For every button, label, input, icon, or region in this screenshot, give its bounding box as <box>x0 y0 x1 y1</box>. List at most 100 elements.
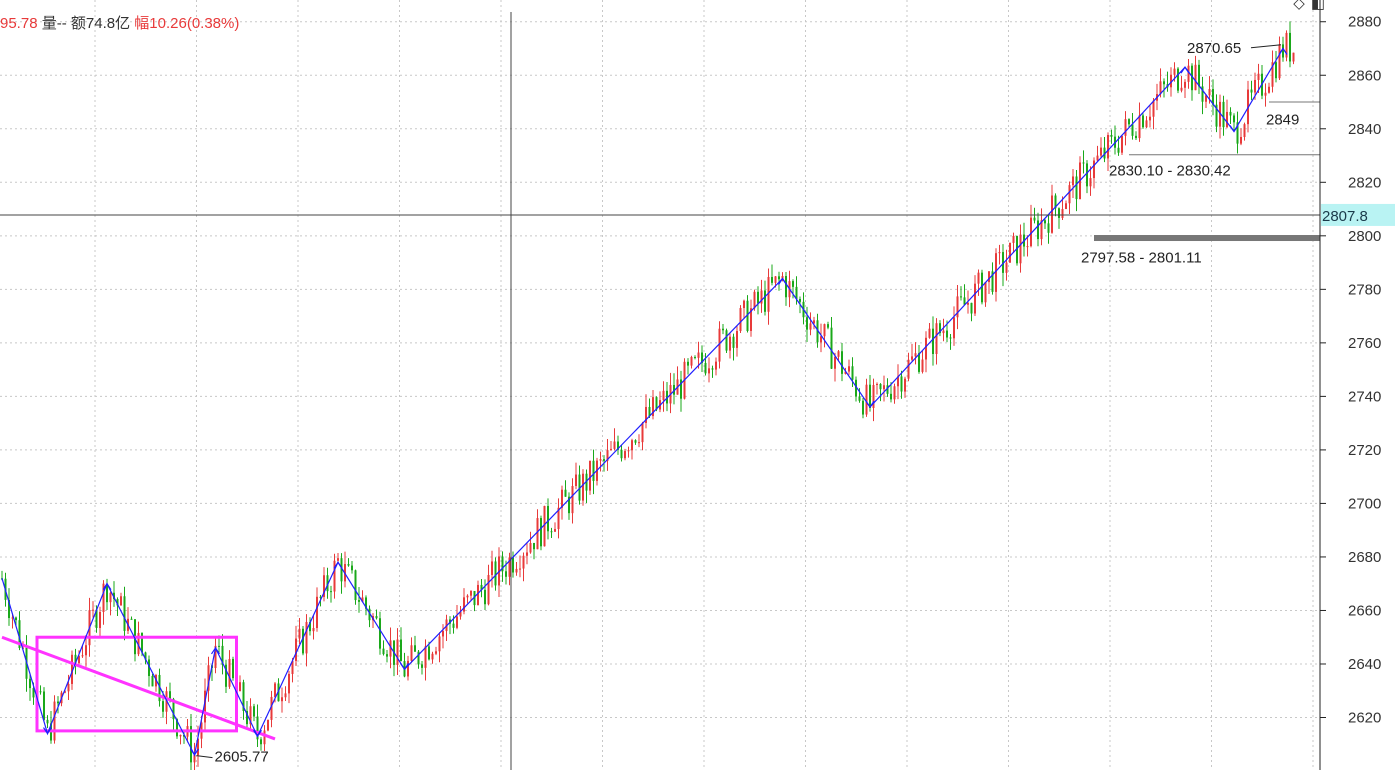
candle-body <box>214 645 217 669</box>
candle-body <box>946 330 948 338</box>
candle <box>1184 79 1186 99</box>
wave-arrow-marker <box>43 727 52 735</box>
wave-arrow-marker <box>1229 125 1239 133</box>
candle <box>232 656 234 681</box>
candle-body <box>340 558 343 582</box>
candle <box>1033 207 1036 224</box>
candle <box>970 302 973 322</box>
candle <box>617 435 619 455</box>
candle <box>1240 128 1242 146</box>
candle-body <box>102 583 105 613</box>
candle <box>260 737 262 751</box>
candle-body <box>1033 217 1036 221</box>
candle <box>337 553 339 562</box>
candlestick-series <box>1 21 1295 770</box>
candle-body <box>46 719 49 724</box>
candle <box>43 687 45 722</box>
candle <box>1271 50 1274 93</box>
candle <box>648 398 651 419</box>
candle-body <box>606 450 609 461</box>
candle-body <box>729 336 731 351</box>
candle <box>659 391 661 413</box>
candle <box>522 552 525 582</box>
y-tick-label: 2620 <box>1348 710 1381 727</box>
candle-body <box>501 556 504 572</box>
candle-body <box>1093 160 1095 179</box>
candle <box>641 421 644 451</box>
candle-body <box>1285 32 1288 58</box>
candle <box>722 324 724 335</box>
candle <box>561 485 563 520</box>
candle <box>694 355 696 360</box>
candle-body <box>1016 235 1018 264</box>
candle-body <box>428 646 430 660</box>
candle-body <box>1271 62 1274 87</box>
candle-body <box>1086 163 1088 187</box>
candle-body <box>963 297 966 305</box>
price-annotation: 2797.58 - 2801.11 <box>1081 249 1202 266</box>
candle <box>417 650 420 669</box>
candle-body <box>18 620 21 648</box>
candle-body <box>438 636 441 652</box>
candle-body <box>312 627 315 632</box>
candle-body <box>375 616 378 619</box>
candle-body <box>837 351 840 357</box>
candle-body <box>652 397 654 417</box>
candle <box>1124 111 1127 146</box>
candle-body <box>984 282 987 303</box>
candle <box>697 341 700 369</box>
candle-body <box>1219 101 1221 127</box>
candle <box>1275 51 1277 83</box>
candle-body <box>827 324 829 328</box>
candle <box>547 498 549 540</box>
candle <box>652 390 654 420</box>
candle-body <box>743 300 745 309</box>
candle-body <box>1184 81 1186 88</box>
candle-body <box>1243 124 1246 137</box>
candle <box>809 312 812 336</box>
candle-body <box>1142 115 1144 128</box>
candle-body <box>1103 147 1106 159</box>
candle-body <box>421 664 423 668</box>
candle-body <box>263 730 266 745</box>
candle-body <box>1054 195 1057 209</box>
candle <box>445 614 448 641</box>
candle-body <box>844 371 847 374</box>
candle <box>991 262 994 295</box>
candle-body <box>228 658 231 687</box>
wave-arrow-marker <box>400 663 409 671</box>
candle <box>1030 204 1032 248</box>
candle-body <box>932 328 934 355</box>
candle <box>1243 122 1246 141</box>
candle <box>1128 118 1130 128</box>
candle <box>1177 67 1179 94</box>
candle <box>382 640 385 656</box>
panel-icon[interactable]: ◧ <box>1310 0 1325 12</box>
candle-body <box>879 383 882 390</box>
candle-body <box>673 384 675 395</box>
candle <box>242 679 245 720</box>
candle <box>536 509 539 550</box>
candle-body <box>1236 122 1239 144</box>
candle <box>81 645 84 658</box>
candle <box>29 672 31 701</box>
candle-body <box>1180 87 1183 91</box>
candle <box>470 590 472 601</box>
candle-body <box>554 529 556 532</box>
candle-body <box>830 327 833 369</box>
candle <box>302 625 304 656</box>
candle-body <box>592 460 595 481</box>
candle-body <box>512 557 514 573</box>
candle <box>368 605 371 628</box>
candle <box>1054 193 1057 217</box>
candle <box>1285 30 1288 62</box>
candle-body <box>1226 111 1228 128</box>
candle-body <box>792 281 794 287</box>
candle-body <box>855 379 857 397</box>
candle <box>939 320 941 337</box>
wave-arrow-marker <box>333 561 343 569</box>
y-tick-label: 2760 <box>1348 335 1381 352</box>
change-value: 10.26(0.38%) <box>149 15 240 32</box>
wave-arrow-marker <box>778 277 787 285</box>
diamond-icon[interactable]: ◇ <box>1293 0 1305 12</box>
